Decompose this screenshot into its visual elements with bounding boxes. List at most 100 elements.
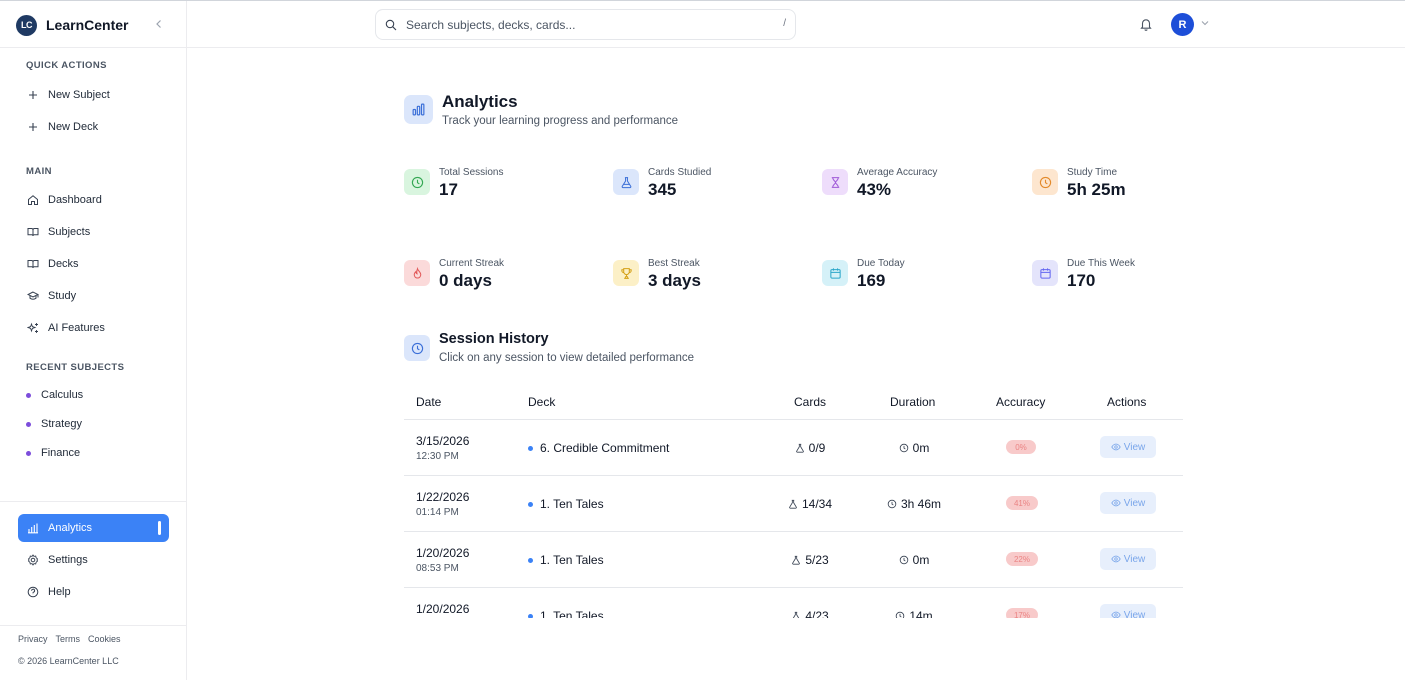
- divider: [0, 501, 187, 502]
- stat-label: Study Time: [1067, 167, 1118, 178]
- session-time: 08:53 PM: [416, 563, 459, 574]
- calendar-icon: [822, 260, 848, 286]
- privacy-link[interactable]: Privacy: [18, 634, 48, 644]
- sidebar-item-help[interactable]: Help: [18, 578, 169, 606]
- nav-label: Decks: [48, 258, 79, 270]
- clock-icon: [404, 169, 430, 195]
- deck-color-dot: [528, 445, 533, 451]
- nav-label: New Deck: [48, 121, 99, 133]
- cookies-link[interactable]: Cookies: [88, 634, 121, 644]
- sidebar-item-subjects[interactable]: Subjects: [18, 218, 169, 246]
- deck-color-dot: [528, 501, 533, 507]
- column-header-actions: Actions: [1107, 395, 1147, 409]
- nav-label: Strategy: [41, 418, 82, 430]
- column-header-accuracy: Accuracy: [996, 395, 1046, 409]
- table-row[interactable]: 1/22/2026 01:14 PM 1. Ten Tales 14/34 3h…: [404, 476, 1183, 532]
- duration-value: 14m: [909, 609, 933, 618]
- subject-color-dot: [26, 421, 31, 427]
- session-duration: 3h 46m: [874, 497, 954, 511]
- book-icon: [27, 226, 39, 238]
- new-subject-button[interactable]: New Subject: [18, 81, 169, 109]
- duration-value: 3h 46m: [900, 497, 942, 511]
- view-label: View: [1123, 609, 1146, 619]
- duration-value: 0m: [912, 441, 930, 455]
- calendar-icon: [1032, 260, 1058, 286]
- collapse-sidebar-button[interactable]: [152, 16, 166, 32]
- bar-chart-icon: [27, 522, 39, 534]
- cards-value: 4/23: [805, 609, 829, 618]
- stat-study-time: Study Time 5h 25m: [1032, 167, 1222, 207]
- view-session-button[interactable]: View: [1100, 492, 1156, 514]
- view-session-button[interactable]: View: [1100, 436, 1156, 458]
- stat-label: Due This Week: [1067, 258, 1135, 269]
- avatar[interactable]: R: [1171, 13, 1194, 36]
- view-session-button[interactable]: View: [1100, 604, 1156, 618]
- flask-icon: [793, 611, 800, 618]
- chevron-down-icon[interactable]: [1200, 18, 1210, 28]
- sidebar-item-settings[interactable]: Settings: [18, 546, 169, 574]
- session-deck: 1. Ten Tales: [528, 497, 604, 511]
- trophy-icon: [613, 260, 639, 286]
- flask-icon: [795, 443, 804, 453]
- deck-color-dot: [528, 557, 533, 563]
- stat-current-streak: Current Streak 0 days: [404, 258, 594, 298]
- accuracy-badge: 17%: [1006, 608, 1038, 618]
- sidebar-item-finance[interactable]: Finance: [18, 439, 169, 467]
- nav-label: AI Features: [48, 322, 105, 334]
- clock-icon: [887, 499, 897, 509]
- session-cards: 4/23: [784, 609, 836, 618]
- sidebar-item-dashboard[interactable]: Dashboard: [18, 186, 169, 214]
- clock-icon: [899, 443, 908, 453]
- stat-label: Total Sessions: [439, 167, 504, 178]
- session-duration: 14m: [874, 609, 954, 618]
- table-row[interactable]: 3/15/2026 12:30 PM 6. Credible Commitmen…: [404, 420, 1183, 476]
- clock-icon: [404, 335, 430, 361]
- sidebar-item-ai-features[interactable]: AI Features: [18, 314, 169, 342]
- help-circle-icon: [27, 586, 39, 598]
- search-bar[interactable]: /: [375, 9, 796, 40]
- logo: LC: [16, 14, 37, 36]
- stat-total-sessions: Total Sessions 17: [404, 167, 594, 207]
- stat-value: 345: [648, 180, 677, 199]
- sidebar-item-study[interactable]: Study: [18, 282, 169, 310]
- bell-icon[interactable]: [1139, 17, 1153, 31]
- section-subtitle: Click on any session to view detailed pe…: [439, 352, 695, 364]
- nav-label: Calculus: [41, 389, 84, 401]
- session-cards: 14/34: [784, 497, 836, 511]
- nav-label: Subjects: [48, 226, 91, 238]
- analytics-icon: [404, 95, 433, 124]
- stat-label: Cards Studied: [648, 167, 712, 178]
- section-label-recent-subjects: RECENT SUBJECTS: [26, 362, 125, 373]
- session-history-table: Date Deck Cards Duration Accuracy Action…: [404, 385, 1183, 618]
- session-time: 01:14 PM: [416, 507, 459, 518]
- stat-value: 169: [857, 271, 886, 290]
- flask-icon: [789, 499, 797, 509]
- session-time: 12:30 PM: [416, 451, 459, 462]
- column-header-cards: Cards: [794, 395, 827, 409]
- brand-name: LearnCenter: [46, 17, 129, 33]
- deck-name: 1. Ten Tales: [540, 609, 604, 618]
- terms-link[interactable]: Terms: [55, 634, 81, 644]
- nav-label: Settings: [48, 554, 88, 566]
- eye-icon: [1111, 499, 1121, 507]
- table-row[interactable]: 1/20/2026 1. Ten Tales 4/23 14m 17% View: [404, 588, 1183, 618]
- section-label-quick-actions: QUICK ACTIONS: [26, 60, 107, 71]
- session-deck: 1. Ten Tales: [528, 609, 604, 618]
- session-duration: 0m: [874, 553, 954, 567]
- stat-value: 5h 25m: [1067, 180, 1126, 199]
- view-session-button[interactable]: View: [1100, 548, 1156, 570]
- plus-icon: [27, 121, 39, 133]
- column-header-duration: Duration: [890, 395, 936, 409]
- search-input[interactable]: [406, 17, 766, 32]
- sidebar-item-decks[interactable]: Decks: [18, 250, 169, 278]
- sparkles-icon: [27, 322, 39, 334]
- view-label: View: [1123, 497, 1146, 509]
- clock-icon: [1032, 169, 1058, 195]
- sidebar-item-analytics[interactable]: Analytics: [18, 514, 169, 542]
- brand[interactable]: LC LearnCenter: [16, 14, 128, 36]
- new-deck-button[interactable]: New Deck: [18, 113, 169, 141]
- stat-average-accuracy: Average Accuracy 43%: [822, 167, 1012, 207]
- sidebar-item-calculus[interactable]: Calculus: [18, 381, 169, 409]
- table-row[interactable]: 1/20/2026 08:53 PM 1. Ten Tales 5/23 0m …: [404, 532, 1183, 588]
- sidebar-item-strategy[interactable]: Strategy: [18, 410, 169, 438]
